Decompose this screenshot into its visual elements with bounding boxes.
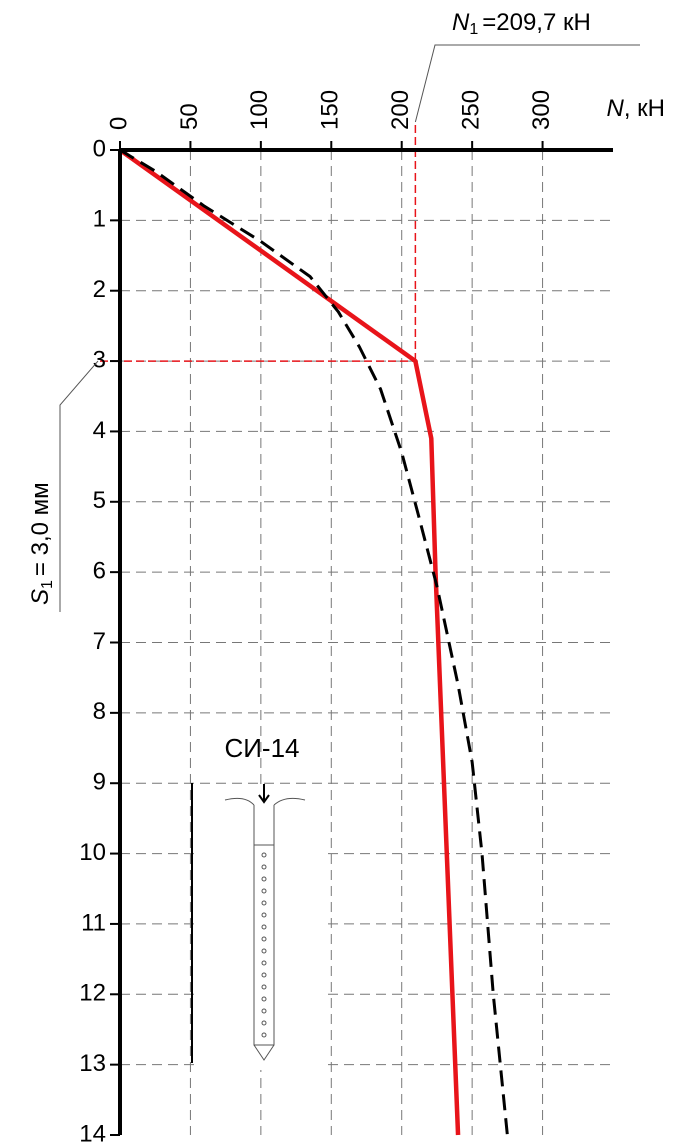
pile-fill	[261, 1020, 267, 1026]
x-tick-label: 0	[105, 117, 132, 130]
y-tick-label: 14	[79, 1120, 106, 1147]
marks	[100, 125, 509, 1136]
y-tick-label: 0	[93, 135, 106, 162]
pile-sketch	[224, 784, 306, 1061]
soil	[224, 797, 306, 806]
leader-line	[59, 360, 99, 612]
pile-fill	[261, 852, 267, 858]
y-tick-label: 5	[93, 487, 106, 514]
x-axis-label: N, кН	[606, 95, 665, 122]
annotation: N1 =209,7 кН	[452, 9, 591, 38]
pile-body	[253, 844, 275, 1046]
pile-fill	[261, 912, 267, 918]
y-tick-label: 7	[93, 628, 106, 655]
x-tick-label: 100	[246, 90, 273, 130]
x-tick-label: 250	[457, 90, 484, 130]
x-axis-symbol: N	[606, 95, 624, 122]
y-tick-label: 9	[93, 769, 106, 796]
series-line	[119, 148, 509, 1136]
y-tick-label: 11	[81, 909, 106, 936]
y-tick-label: 8	[93, 698, 106, 725]
labels: 0 50 100 150 200 250 30001234567891011121314N,…	[27, 9, 665, 1147]
pile-tip	[253, 1044, 275, 1061]
pile-fill	[261, 864, 267, 870]
pile-fill	[261, 984, 267, 990]
pile-fill	[261, 876, 267, 882]
y-tick-label: 3	[93, 346, 106, 373]
load-arrow	[258, 784, 270, 804]
inset-label: СИ-14	[224, 733, 299, 763]
y-tick-label: 10	[79, 839, 106, 866]
x-tick-label: 50	[176, 103, 203, 130]
y-tick-label: 6	[93, 557, 106, 584]
annotation-text: = 3,0 мм	[27, 482, 54, 576]
annotation-subscript: 1	[39, 580, 56, 589]
y-tick-label: 12	[79, 980, 106, 1007]
y-tick-label: 2	[93, 276, 106, 303]
pile-fill	[261, 1032, 267, 1038]
x-axis-unit: , кН	[624, 95, 665, 122]
pile-fill	[261, 948, 267, 954]
y-tick-label: 13	[79, 1050, 106, 1077]
axes	[110, 141, 613, 1136]
pile-fill	[261, 972, 267, 978]
x-tick-label: 150	[317, 90, 344, 130]
y-tick-label: 1	[93, 206, 106, 233]
x-tick-label: 200	[387, 90, 414, 130]
annotation-text: =209,7 кН	[482, 9, 591, 36]
pile-fill	[261, 924, 267, 930]
annotation-subscript: 1	[469, 21, 478, 38]
pile-fill	[261, 900, 267, 906]
pile-fill	[261, 936, 267, 942]
series-line	[118, 148, 461, 1136]
pile-fill	[261, 960, 267, 966]
annotation-symbol: S	[27, 589, 54, 605]
annotation-symbol: N	[452, 9, 470, 36]
pile-fill	[261, 888, 267, 894]
pile-fill	[261, 996, 267, 1002]
pile-fill	[261, 1008, 267, 1014]
leader-line	[414, 44, 640, 123]
inset-bg	[200, 790, 325, 1070]
grid	[120, 150, 613, 1135]
y-tick-label: 4	[93, 417, 106, 444]
annotation: S1 = 3,0 мм	[27, 482, 56, 605]
x-tick-label: 300	[528, 90, 555, 130]
